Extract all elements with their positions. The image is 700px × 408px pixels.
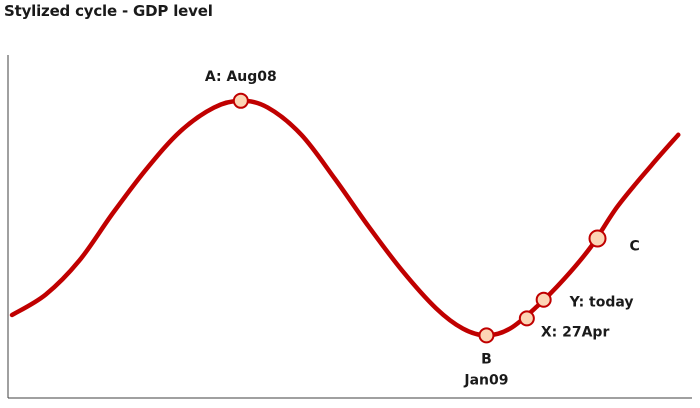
annotation-markers [232,92,607,344]
point-label-2-line-1: B [481,351,492,367]
point-label-3: X: 27Apr [541,324,610,340]
point-label-1: A: Aug08 [205,69,277,85]
point-label-2-line-2: Jan09 [463,372,508,388]
point-marker-2 [478,327,495,344]
point-label-4: Y: today [569,295,634,311]
point-marker-5 [588,229,607,248]
point-marker-4 [535,291,552,308]
point-label-5: C [630,239,640,255]
chart-title: Stylized cycle - GDP level [4,2,213,20]
gdp-cycle-line [9,98,681,338]
point-marker-1 [232,92,249,109]
point-marker-3 [518,310,535,327]
annotation-labels: A: Aug08 B Jan09 X: 27Apr Y: today C [205,69,640,389]
